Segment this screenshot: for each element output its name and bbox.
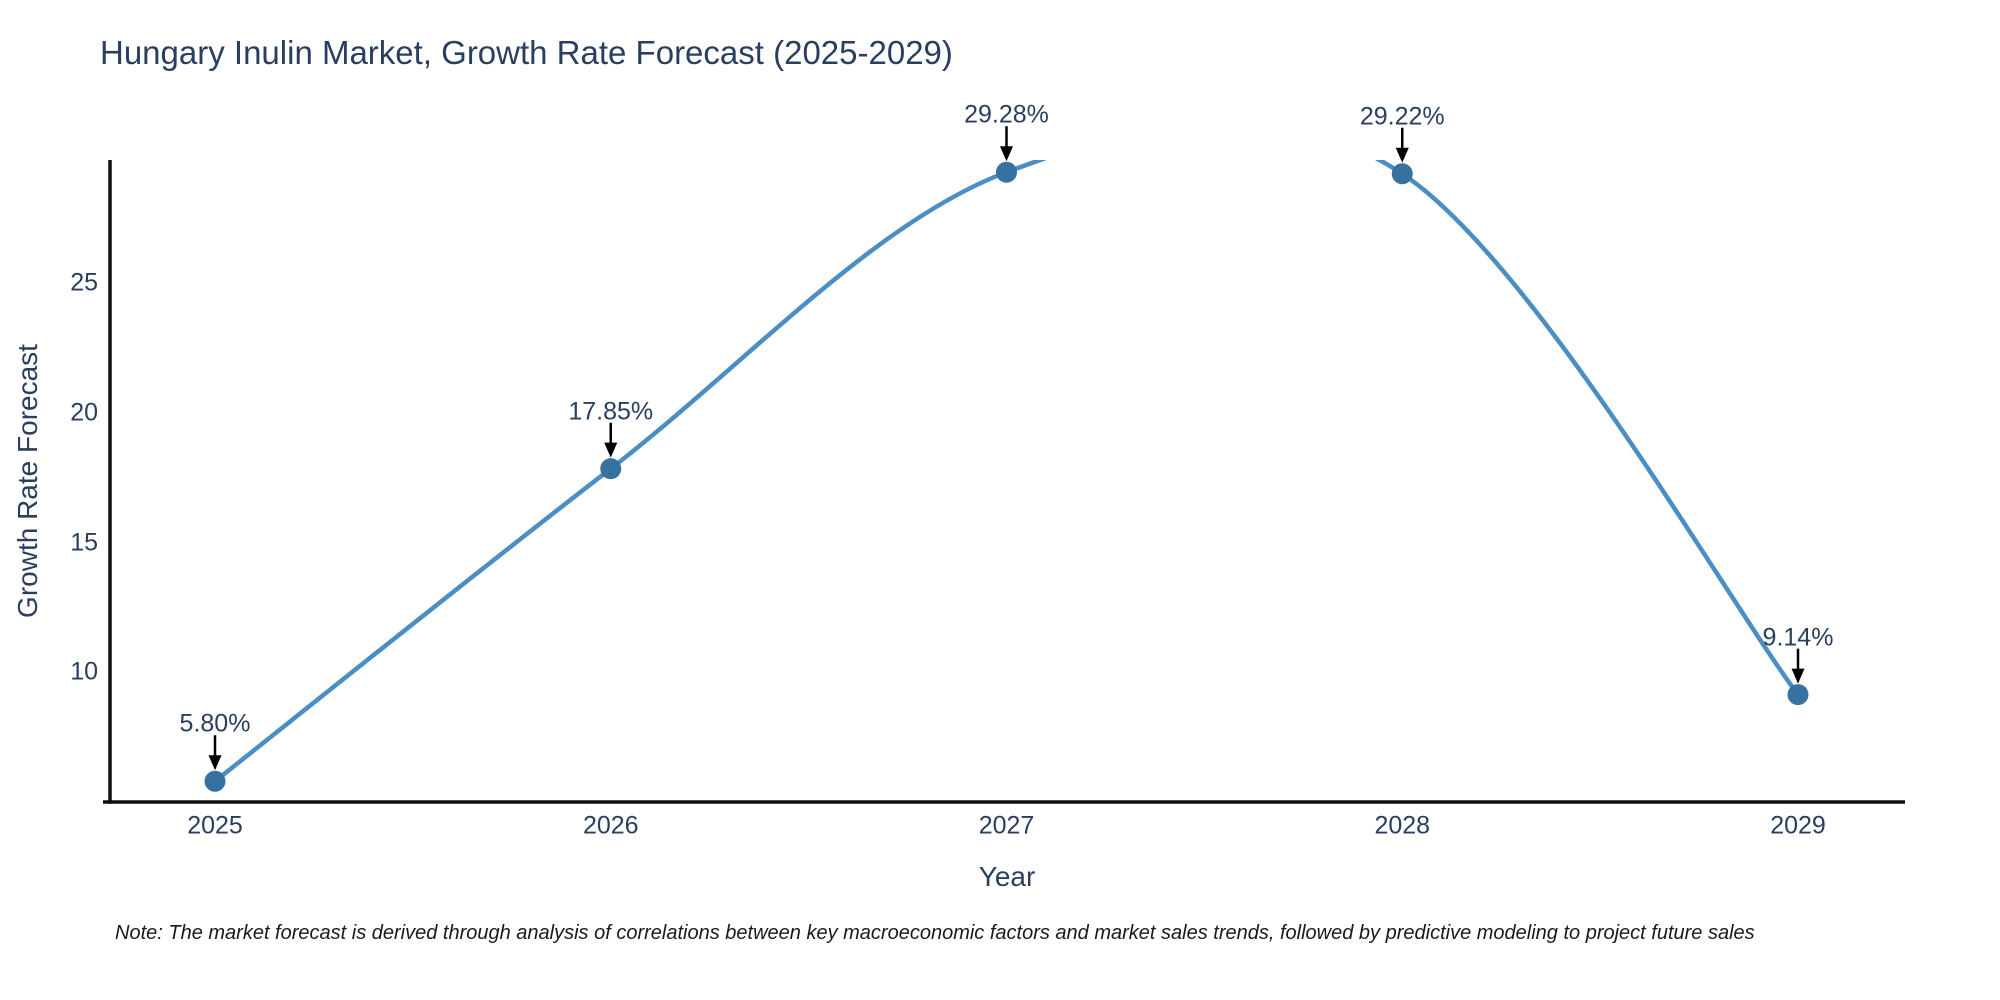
data-point-label: 29.22% bbox=[1359, 102, 1445, 131]
annotation-arrow-head-icon bbox=[1395, 147, 1409, 163]
data-point-label: 17.85% bbox=[568, 397, 654, 426]
forecast-spline-line bbox=[213, 160, 1800, 784]
x-axis-title: Year bbox=[978, 861, 1036, 892]
y-tick-label: 10 bbox=[70, 657, 98, 686]
data-point-marker[interactable] bbox=[204, 770, 226, 792]
x-tick-label: 2028 bbox=[1374, 811, 1431, 840]
y-tick-label: 25 bbox=[70, 268, 98, 297]
data-point-marker[interactable] bbox=[1787, 684, 1809, 706]
annotation-arrow-head-icon bbox=[604, 442, 618, 458]
data-point-label: 5.80% bbox=[179, 709, 251, 738]
data-point-label: 29.28% bbox=[964, 100, 1049, 129]
annotation-arrow-head-icon bbox=[208, 755, 222, 771]
footnote: Note: The market forecast is derived thr… bbox=[115, 922, 1755, 944]
data-point-marker[interactable] bbox=[1391, 163, 1413, 185]
chart-title: Hungary Inulin Market, Growth Rate Forec… bbox=[100, 34, 953, 71]
annotation-arrow-head-icon bbox=[1791, 668, 1805, 684]
data-point-marker[interactable] bbox=[600, 458, 622, 480]
y-tick-label: 20 bbox=[70, 398, 98, 427]
x-tick-label: 2026 bbox=[582, 811, 639, 840]
data-point-label: 9.14% bbox=[1762, 623, 1834, 652]
x-tick-label: 2029 bbox=[1770, 811, 1826, 840]
data-point-marker[interactable] bbox=[996, 161, 1017, 183]
annotation-arrow-head-icon bbox=[1000, 146, 1013, 162]
x-tick-label: 2027 bbox=[978, 811, 1035, 840]
y-tick-label: 15 bbox=[70, 528, 98, 557]
x-tick-label: 2025 bbox=[187, 811, 243, 840]
y-axis-title: Growth Rate Forecast bbox=[12, 344, 43, 618]
